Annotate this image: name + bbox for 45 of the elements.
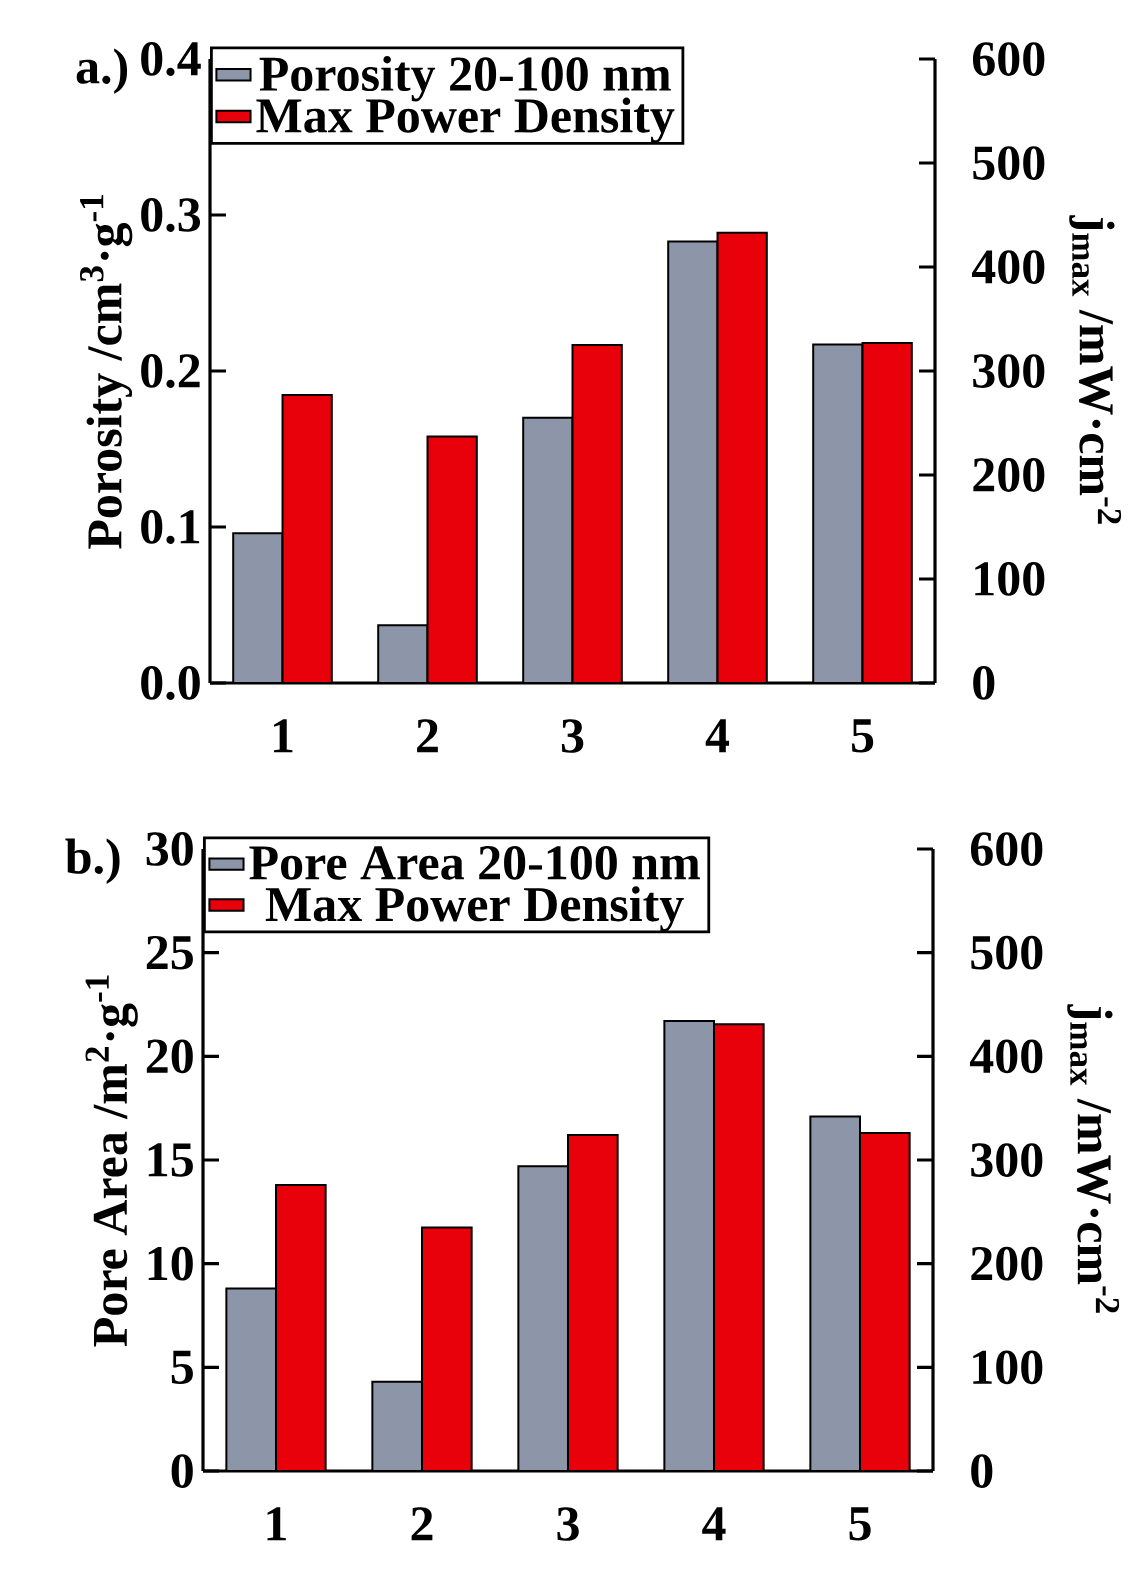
legend-label: Pore Area 20-100 nm bbox=[249, 845, 700, 880]
y2-tick-label: 600 bbox=[970, 832, 1043, 866]
y-tick-label: 0.3 bbox=[141, 198, 201, 232]
y-tick-label: 5 bbox=[171, 1350, 193, 1384]
y-tick-label: 0 bbox=[171, 1454, 193, 1488]
y2-tick-label: 400 bbox=[969, 1039, 1043, 1074]
x-tick-label: 5 bbox=[849, 1507, 871, 1541]
y-tick-label: 15 bbox=[148, 1143, 193, 1177]
text: b.) bbox=[65, 838, 120, 884]
x-tick-label: 2 bbox=[411, 1507, 433, 1541]
y2-tick-label: 400 bbox=[971, 250, 1045, 284]
y2-tick-label: 300 bbox=[971, 1143, 1043, 1177]
y2-tick-label: 0 bbox=[973, 666, 995, 700]
y2-tick-label: 0 bbox=[971, 1454, 993, 1488]
y-tick-label: 0.0 bbox=[141, 666, 200, 700]
text: a.) bbox=[76, 48, 128, 94]
y-tick-label: 20 bbox=[146, 1039, 193, 1074]
x-tick-label: 2 bbox=[417, 719, 438, 753]
x-tick-label: 1 bbox=[267, 1507, 286, 1541]
y-axis-title: Pore Area /m$^{2}$·g$^{-1}$ bbox=[85, 975, 138, 1347]
y2-tick-label: 100 bbox=[973, 1350, 1043, 1385]
y-tick-label: 30 bbox=[146, 832, 193, 866]
y-tick-label: 25 bbox=[146, 935, 193, 970]
y-tick-label: 0.1 bbox=[141, 510, 200, 544]
y-axis-title: Porosity /cm$^{3}$·g$^{-1}$ bbox=[80, 195, 133, 549]
y2-axis-title: j$_{max}$ /mW·cm$^{-2}$ bbox=[1069, 215, 1122, 524]
x-tick-label: 3 bbox=[557, 1507, 579, 1541]
x-tick-label: 3 bbox=[561, 719, 584, 753]
y-tick-label: 0.2 bbox=[141, 354, 200, 388]
y2-tick-label: 100 bbox=[975, 562, 1045, 596]
x-tick-label: 1 bbox=[274, 719, 293, 753]
x-tick-label: 4 bbox=[705, 719, 730, 753]
x-tick-label: 5 bbox=[852, 719, 874, 753]
legend-label: Max Power Density bbox=[265, 886, 684, 932]
y-tick-label: 0.4 bbox=[141, 42, 201, 76]
y2-tick-label: 600 bbox=[972, 42, 1045, 76]
y2-tick-label: 200 bbox=[973, 458, 1045, 492]
y2-tick-label: 200 bbox=[971, 1246, 1043, 1281]
x-tick-label: 4 bbox=[702, 1507, 726, 1541]
y2-tick-label: 300 bbox=[973, 354, 1045, 388]
bar bbox=[421, 1226, 473, 1471]
y2-tick-label: 500 bbox=[971, 935, 1043, 970]
y2-tick-label: 500 bbox=[973, 146, 1045, 180]
y-tick-label: 10 bbox=[148, 1246, 193, 1281]
y2-axis-title: j$_{max}$ /mW·cm$^{-2}$ bbox=[1067, 1004, 1120, 1313]
